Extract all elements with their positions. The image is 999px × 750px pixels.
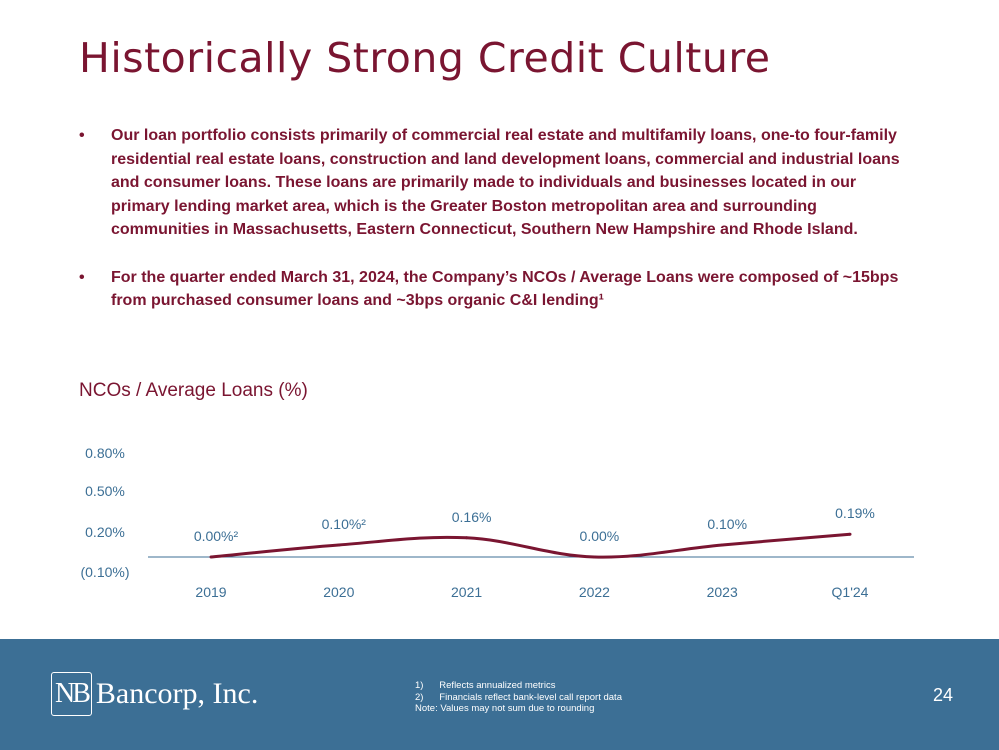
data-point <box>209 555 213 559</box>
x-tick-label: 2020 <box>323 584 354 600</box>
logo-text: Bancorp, Inc. <box>95 677 259 710</box>
bullet-marker: • <box>79 268 85 286</box>
footnote: 1) Reflects annualized metrics <box>415 680 556 691</box>
x-tick-label: 2021 <box>451 584 482 600</box>
nco-line-chart: 0.80% 0.50% 0.20% (0.10%) 0.00%² 2019 0.10%² 20… <box>80 445 914 600</box>
bullet-list: • Our loan portfolio consists primarily … <box>79 124 919 337</box>
x-tick-label: 2023 <box>707 584 738 600</box>
bullet-item: • Our loan portfolio consists primarily … <box>79 124 919 242</box>
footnote: Note: Values may not sum due to rounding <box>415 703 595 714</box>
chart-title: NCOs / Average Loans (%) <box>79 380 308 401</box>
data-label: 0.10% <box>707 516 747 532</box>
data-point <box>720 543 724 547</box>
data-label: 0.00% <box>580 528 620 544</box>
data-point <box>337 543 341 547</box>
page-number: 24 <box>932 685 953 705</box>
bullet-item: • For the quarter ended March 31, 2024, … <box>79 266 919 313</box>
y-tick-label: 0.20% <box>85 524 125 540</box>
footer-bar: NB Bancorp, Inc. 1) Reflects annualized … <box>0 639 999 750</box>
data-label: 0.00%² <box>194 528 239 544</box>
company-logo: NB Bancorp, Inc. <box>51 669 258 719</box>
data-point <box>465 536 469 540</box>
x-tick-label: 2022 <box>579 584 610 600</box>
bullet-text: For the quarter ended March 31, 2024, th… <box>111 268 899 310</box>
footnotes: 1) Reflects annualized metrics 2) Financ… <box>415 680 622 715</box>
data-point <box>592 555 596 559</box>
data-label: 0.10%² <box>322 516 367 532</box>
logo-mark: NB <box>51 672 92 716</box>
y-tick-label: 0.50% <box>85 483 125 499</box>
y-tick-label: 0.80% <box>85 445 125 461</box>
page-title: Historically Strong Credit Culture <box>79 34 771 82</box>
bullet-marker: • <box>79 127 85 144</box>
data-point <box>848 532 852 536</box>
x-tick-label: Q1'24 <box>832 584 869 600</box>
x-tick-label: 2019 <box>195 584 226 600</box>
data-label: 0.19% <box>835 505 875 521</box>
series-line <box>210 532 851 559</box>
y-tick-label: (0.10%) <box>80 564 129 580</box>
footnote: 2) Financials reflect bank-level call re… <box>415 691 622 703</box>
data-label: 0.16% <box>452 509 492 525</box>
bullet-text: Our loan portfolio consists primarily of… <box>111 127 900 238</box>
